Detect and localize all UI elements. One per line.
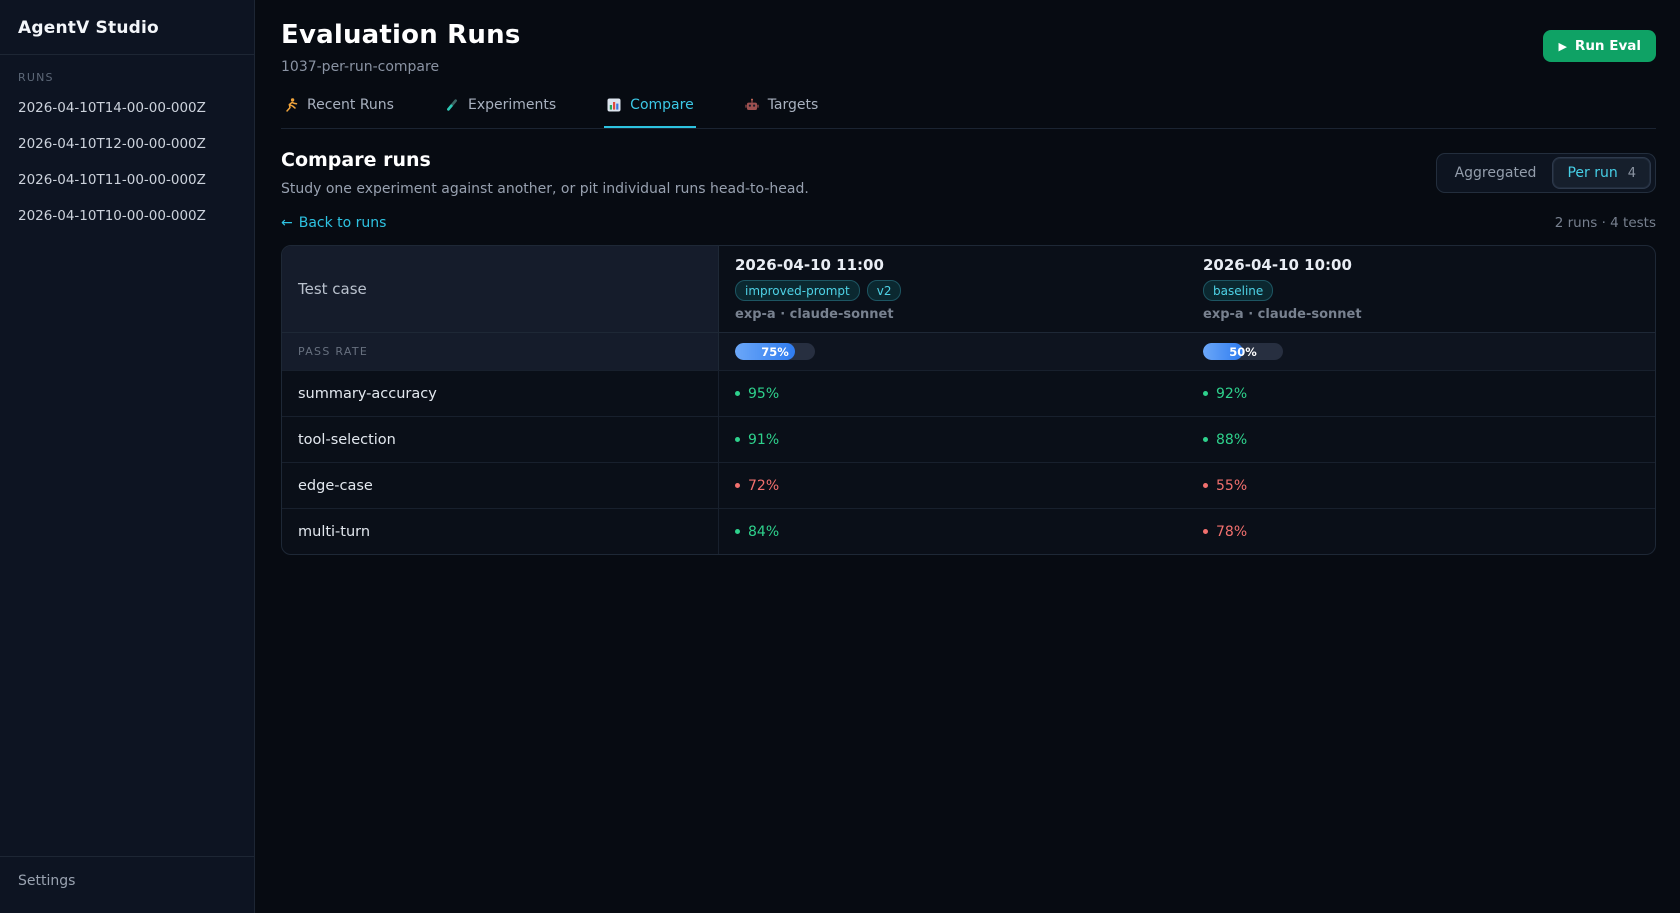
app-title: AgentV Studio [0, 0, 254, 55]
result-percentage: 84% [748, 523, 780, 540]
run-datetime: 2026-04-10 11:00 [735, 256, 884, 274]
run-column-header: 2026-04-10 11:00 improved-prompt v2 exp-a ·… [719, 246, 1187, 332]
run-column-header: 2026-04-10 10:00 baseline exp-a · claude-s… [1187, 246, 1655, 332]
test-result-cell: 91% [719, 416, 1187, 462]
status-dot-icon [1203, 529, 1208, 534]
toggle-per-run[interactable]: Per run 4 [1553, 158, 1650, 188]
status-dot-icon [735, 483, 740, 488]
tab-label: Experiments [467, 97, 557, 113]
pass-rate-label: PASS RATE [282, 332, 719, 370]
toggle-per-run-label: Per run [1567, 165, 1618, 181]
pass-rate-cell: 75% [719, 332, 1187, 370]
run-badge: improved-prompt [735, 280, 860, 301]
page-subtitle: 1037-per-run-compare [281, 59, 440, 75]
run-badges: improved-prompt v2 [735, 280, 902, 301]
test-case-name: tool-selection [282, 416, 719, 462]
test-result-cell: 78% [1187, 508, 1655, 554]
test-case-name: edge-case [282, 462, 719, 508]
run-list: 2026-04-10T14-00-00-000Z 2026-04-10T12-00… [18, 100, 236, 224]
status-dot-icon [1203, 483, 1208, 488]
run-badges: baseline [1203, 280, 1274, 301]
test-result-cell: 84% [719, 508, 1187, 554]
pass-rate-fill [1203, 343, 1243, 360]
play-icon: ▶ [1558, 39, 1567, 53]
compare-table: Test case 2026-04-10 11:00 improved-prompt… [281, 245, 1656, 555]
result-percentage: 55% [1216, 477, 1248, 494]
back-link-label: Back to runs [298, 215, 387, 231]
test-result-cell: 55% [1187, 462, 1655, 508]
pass-rate-value: 50% [1229, 344, 1257, 359]
run-datetime: 2026-04-10 10:00 [1203, 256, 1352, 274]
status-dot-icon [1203, 391, 1208, 396]
result-percentage: 78% [1216, 523, 1248, 540]
per-run-count-badge: 4 [1627, 165, 1636, 181]
sidebar-run-item[interactable]: 2026-04-10T11-00-00-000Z [18, 172, 206, 188]
run-badge: baseline [1203, 280, 1274, 301]
bar-chart-icon [607, 98, 621, 112]
sidebar: AgentV Studio RUNS 2026-04-10T14-00-00-0… [0, 0, 255, 913]
status-dot-icon [1203, 437, 1208, 442]
run-meta: exp-a · claude-sonnet [735, 307, 894, 322]
sidebar-section-label: RUNS [18, 71, 54, 84]
main-content: Evaluation Runs 1037-per-run-compare ▶ R… [255, 0, 1680, 913]
status-dot-icon [735, 437, 740, 442]
result-percentage: 95% [748, 385, 780, 402]
test-result-cell: 88% [1187, 416, 1655, 462]
test-result-cell: 92% [1187, 370, 1655, 416]
status-dot-icon [735, 391, 740, 396]
status-dot-icon [735, 529, 740, 534]
sidebar-item-settings[interactable]: Settings [18, 873, 76, 889]
test-result-cell: 72% [719, 462, 1187, 508]
runner-icon [286, 98, 298, 112]
sidebar-run-item[interactable]: 2026-04-10T10-00-00-000Z [18, 208, 206, 224]
run-eval-label: Run Eval [1574, 38, 1641, 54]
runs-summary: 2 runs · 4 tests [1554, 215, 1656, 231]
view-mode-toggle: Aggregated Per run 4 [1435, 153, 1656, 193]
run-meta: exp-a · claude-sonnet [1203, 307, 1362, 322]
sidebar-run-item[interactable]: 2026-04-10T14-00-00-000Z [18, 100, 206, 116]
test-case-column-header: Test case [282, 246, 719, 332]
result-percentage: 91% [748, 431, 780, 448]
result-percentage: 72% [748, 477, 780, 494]
tab-targets[interactable]: Targets [742, 97, 821, 128]
compare-heading: Compare runs [281, 149, 431, 171]
back-to-runs-link[interactable]: ← Back to runs [281, 215, 386, 231]
tab-recent-runs[interactable]: Recent Runs [281, 97, 396, 128]
test-tube-icon [447, 99, 457, 111]
robot-icon [745, 98, 759, 110]
test-case-name: summary-accuracy [282, 370, 719, 416]
tab-experiments[interactable]: Experiments [442, 97, 558, 128]
pass-rate-pill: 75% [735, 343, 815, 360]
tab-label: Targets [767, 97, 819, 113]
back-arrow-icon: ← [281, 215, 293, 231]
pass-rate-fill [735, 343, 795, 360]
pass-rate-cell: 50% [1187, 332, 1655, 370]
result-percentage: 92% [1216, 385, 1248, 402]
run-eval-button[interactable]: ▶ Run Eval [1543, 30, 1656, 62]
tab-label: Compare [630, 97, 694, 113]
tab-bar: Recent Runs Experiments Compare Targets [281, 97, 1656, 129]
page-title: Evaluation Runs [281, 20, 521, 50]
run-badge: v2 [866, 280, 902, 301]
pass-rate-pill: 50% [1203, 343, 1283, 360]
sidebar-run-item[interactable]: 2026-04-10T12-00-00-000Z [18, 136, 206, 152]
test-result-cell: 95% [719, 370, 1187, 416]
toggle-aggregated[interactable]: Aggregated [1454, 165, 1537, 181]
pass-rate-value: 75% [761, 344, 789, 359]
result-percentage: 88% [1216, 431, 1248, 448]
compare-description: Study one experiment against another, or… [281, 181, 809, 197]
tab-label: Recent Runs [307, 97, 394, 113]
tab-compare[interactable]: Compare [604, 97, 696, 128]
test-case-name: multi-turn [282, 508, 719, 554]
